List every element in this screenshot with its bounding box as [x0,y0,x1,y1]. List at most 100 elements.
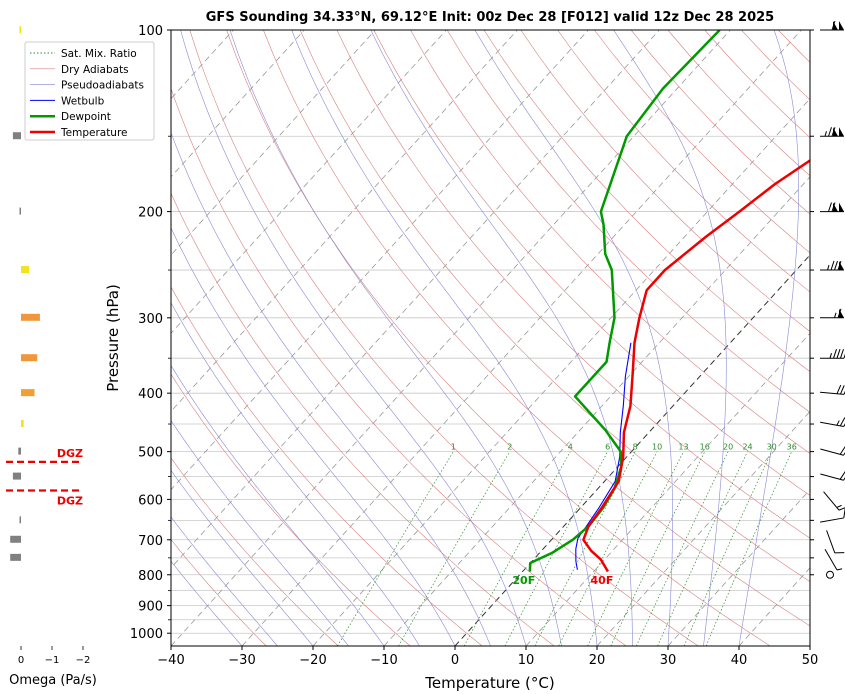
isotherm [171,30,518,413]
y-tick-label: 900 [138,600,163,615]
dry-adiabat [189,30,699,646]
omega-bar [10,535,21,543]
dry-adiabat [667,30,810,177]
omega-bar [10,553,21,561]
dry-adiabat [171,457,339,646]
mixing-ratio-line [705,451,793,646]
omega-bar [18,447,21,455]
barb-staff [824,548,838,571]
omega-bar [19,26,21,33]
barb-pennant [839,127,844,137]
barb-full [831,127,836,137]
mixing-ratio-line [610,451,706,646]
barb-pennant [839,21,844,30]
barb-full [836,384,842,394]
wind-barb [820,20,844,31]
barb-staff [820,421,844,427]
omega-tick-label: −1 [45,655,60,666]
mixing-ratio-label: 30 [767,443,777,452]
wind-barb [820,508,845,523]
barb-shape [820,508,845,523]
legend-label: Temperature [60,127,128,139]
omega-bar [21,389,35,397]
omega-panel: 0 −1 −2 DGZ DGZ [6,26,90,666]
pseudoadiabat [180,30,527,646]
wind-barb [826,570,834,579]
calm-circle [826,570,834,579]
barb-half [836,420,840,426]
mixing-ratio-label: 36 [787,443,797,452]
x-tick-label: 20 [589,653,606,668]
mixing-ratio-label: 13 [678,443,688,452]
wind-barb [820,202,844,213]
barb-full [843,472,845,481]
y-tick-label: 700 [138,534,163,549]
x-tick-label: 30 [660,653,677,668]
mixing-ratio-label: 8 [633,443,638,452]
pseudoadiabat [171,560,243,646]
x-tick-label: 10 [518,653,535,668]
barb-shape [820,471,845,481]
dry-adiabat [336,30,810,539]
y-tick-label: 200 [138,206,163,221]
mixing-ratio-line [534,451,636,646]
legend-label: Pseudoadiabats [61,80,144,92]
barb-half [836,504,842,508]
dry-adiabat [373,30,810,496]
barb-half [827,264,830,271]
wind-barb [826,530,845,554]
dry-adiabat [226,30,771,646]
barb-shape [826,530,845,554]
pseudoadiabat [171,516,278,646]
isotherm [525,332,810,646]
sounding-profiles [528,30,810,573]
barb-shape [820,446,845,456]
barb-full [836,349,841,359]
dry-adiabat [171,539,267,646]
barb-full [843,447,845,456]
barb-full [831,202,836,212]
barb-full [837,260,842,271]
omega-bar [19,516,21,524]
y-tick-label: 1000 [130,627,163,642]
dry-adiabat [171,192,555,646]
dry-adiabat [557,30,810,293]
barb-half [834,312,837,318]
barb-shape [820,417,845,427]
pseudoadiabat [171,131,491,646]
dry-adiabat [410,30,810,454]
barb-full [839,417,845,427]
mixing-ratio-label: 20 [723,443,733,452]
barb-full [837,308,842,318]
barb-shape [820,202,844,213]
barb-staff [823,491,840,511]
mixing-ratio-label: 10 [652,443,662,452]
isotherm [383,176,810,646]
wind-barb [820,446,845,456]
barb-shape [820,308,844,319]
dry-adiabat [520,30,810,332]
pseudoadiabat [171,469,314,646]
barb-full [839,471,845,480]
wind-barb [820,471,845,481]
legend-label: Dewpoint [61,111,111,123]
barb-shape [820,20,844,31]
mixing-ratio-line [587,451,684,646]
dewpoint-line [528,30,721,572]
barb-half [836,568,843,571]
legend: Sat. Mix. Ratio Dry Adiabats Pseudoadiabat… [24,41,155,141]
pseudoadiabat [291,30,598,646]
pseudoadiabat [370,30,633,646]
barb-full [840,385,845,395]
omega-bar [21,420,24,428]
dry-adiabat [171,286,483,646]
omega-bar [19,207,21,215]
dry-adiabat [777,30,810,63]
barb-full [840,349,844,359]
wind-barbs [809,20,845,646]
pseudoadiabat [171,227,456,646]
wind-barb [820,308,844,319]
barb-shape [820,127,844,137]
barb-staff [819,391,844,395]
